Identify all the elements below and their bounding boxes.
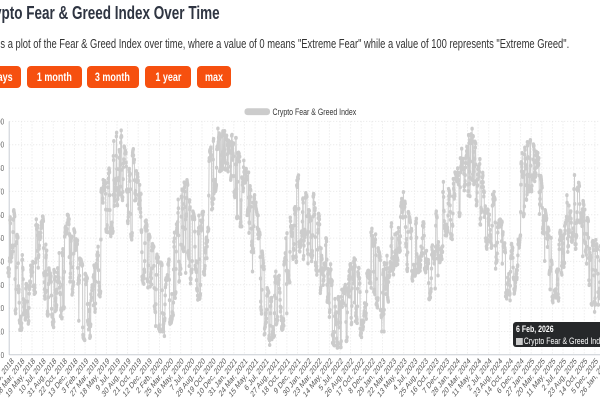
svg-text:20: 20: [0, 303, 4, 313]
svg-text:100: 100: [0, 116, 4, 126]
svg-text:80: 80: [0, 163, 4, 173]
svg-text:30: 30: [0, 280, 4, 290]
svg-text:50: 50: [0, 233, 4, 243]
svg-text:90: 90: [0, 140, 4, 150]
svg-text:Crypto Fear & Greed Index: Crypto Fear & Greed Index: [273, 107, 357, 117]
svg-text:70: 70: [0, 186, 4, 196]
svg-text:40: 40: [0, 256, 4, 266]
svg-text:10: 10: [0, 327, 4, 337]
svg-text:0: 0: [1, 350, 4, 360]
svg-text:60: 60: [0, 210, 4, 220]
